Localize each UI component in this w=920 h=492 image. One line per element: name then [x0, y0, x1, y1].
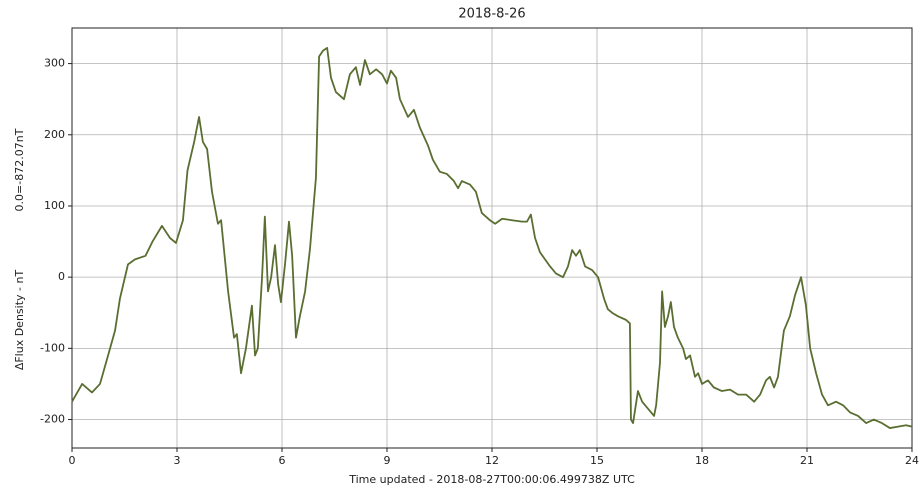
y-tick-label: -100	[40, 341, 65, 354]
x-tick-label: 12	[485, 454, 499, 467]
x-tick-label: 21	[800, 454, 814, 467]
y-tick-label: 100	[44, 199, 65, 212]
y-tick-label: 0	[58, 270, 65, 283]
x-tick-label: 6	[279, 454, 286, 467]
y-tick-label: 200	[44, 128, 65, 141]
y-tick-label: 300	[44, 57, 65, 70]
y-tick-label: -200	[40, 413, 65, 426]
x-tick-label: 0	[69, 454, 76, 467]
plot-frame	[71, 27, 913, 449]
x-tick-label: 24	[905, 454, 919, 467]
y-axis-label: ΔFlux Density - nT	[13, 270, 26, 371]
x-tick-label: 18	[695, 454, 709, 467]
x-tick-label: 9	[384, 454, 391, 467]
data-line	[71, 47, 913, 429]
x-axis-label: Time updated - 2018-08-27T00:00:06.49973…	[348, 473, 635, 486]
chart-title: 2018-8-26	[458, 7, 525, 22]
x-tick-label: 3	[174, 454, 181, 467]
x-tick-label: 15	[590, 454, 604, 467]
y-axis-note: 0.0=-872.07nT	[13, 128, 26, 211]
